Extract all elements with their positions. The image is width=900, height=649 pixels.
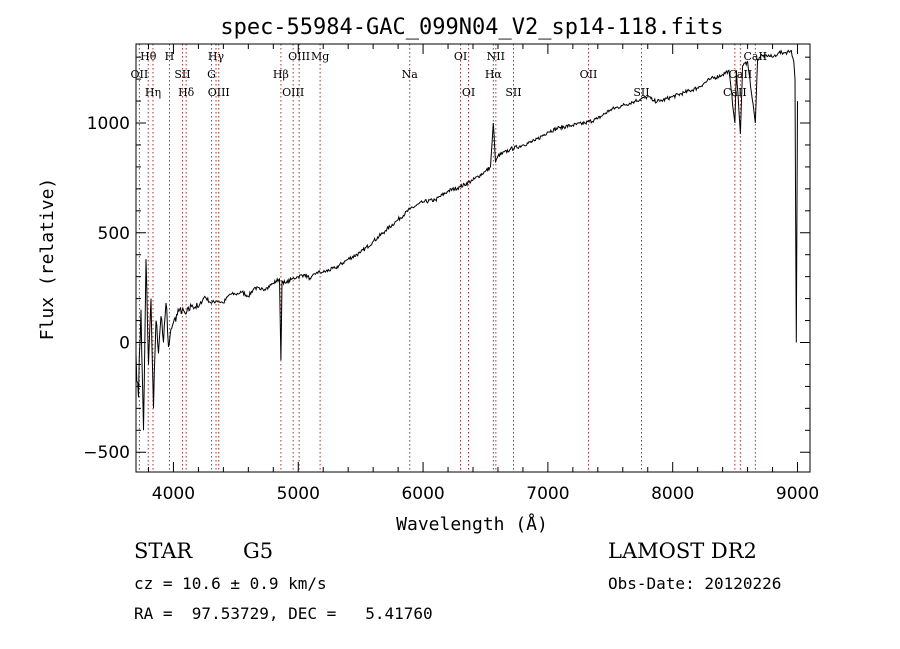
- emission-line-markers: [138, 44, 756, 472]
- y-tick-label: 1000: [87, 114, 130, 134]
- y-axis-ticks: −500 0 500 1000: [83, 56, 810, 463]
- line-label: OIII: [288, 50, 310, 63]
- y-axis-label: Flux (relative): [37, 178, 58, 341]
- line-label: Mg: [311, 50, 329, 63]
- redshift-text: cz = 10.6 ± 0.9 km/s: [134, 574, 327, 593]
- x-tick-label: 7000: [526, 484, 569, 504]
- y-tick-label: 500: [98, 224, 130, 244]
- line-label: CaII: [743, 50, 767, 63]
- line-label: Hδ: [178, 86, 195, 99]
- line-label: Hβ: [273, 68, 289, 81]
- y-tick-label: 0: [119, 334, 130, 354]
- line-label: OII: [580, 68, 598, 81]
- survey-name: LAMOST DR2: [608, 539, 757, 563]
- line-label: OIII: [282, 86, 304, 99]
- ra-dec-text: RA = 97.53729, DEC = 5.41760: [134, 604, 433, 623]
- object-subclass: G5: [243, 539, 274, 563]
- line-label: Na: [402, 68, 419, 81]
- x-tick-label: 6000: [401, 484, 444, 504]
- chart-title: spec-55984-GAC_099N04_V2_sp14-118.fits: [220, 15, 723, 40]
- line-label: SII: [174, 68, 190, 81]
- line-label: NII: [487, 50, 505, 63]
- obs-date: Obs-Date: 20120226: [608, 574, 782, 593]
- emission-line-labels: HθOIIHηHSIIHδHγGOIIIOIIIHβOIIIMgNaOIOIHα…: [131, 50, 768, 99]
- x-axis-ticks: 4000 5000 6000 7000 8000 9000: [147, 44, 819, 504]
- line-label: SII: [633, 86, 649, 99]
- line-label: H: [165, 50, 175, 63]
- line-label: Hα: [485, 68, 503, 81]
- x-axis-label: Wavelength (Å): [396, 513, 548, 535]
- line-label: OI: [462, 86, 475, 99]
- line-label: SII: [505, 86, 521, 99]
- plot-frame: [135, 43, 811, 473]
- y-tick-label: −500: [83, 443, 130, 463]
- line-label: G: [207, 68, 216, 81]
- line-label: Hη: [145, 86, 161, 99]
- line-label: OII: [131, 68, 149, 81]
- x-tick-label: 4000: [152, 484, 195, 504]
- x-tick-label: 5000: [277, 484, 320, 504]
- spectrum-series-line: [135, 49, 798, 431]
- line-label: CaII: [723, 86, 747, 99]
- line-label: Hθ: [140, 50, 157, 63]
- line-label: OIII: [208, 86, 230, 99]
- object-class: STAR: [134, 539, 193, 563]
- x-tick-label: 9000: [776, 484, 819, 504]
- line-label: Hγ: [208, 50, 225, 63]
- line-label: CaII: [729, 68, 753, 81]
- line-label: OI: [454, 50, 467, 63]
- x-tick-label: 8000: [651, 484, 694, 504]
